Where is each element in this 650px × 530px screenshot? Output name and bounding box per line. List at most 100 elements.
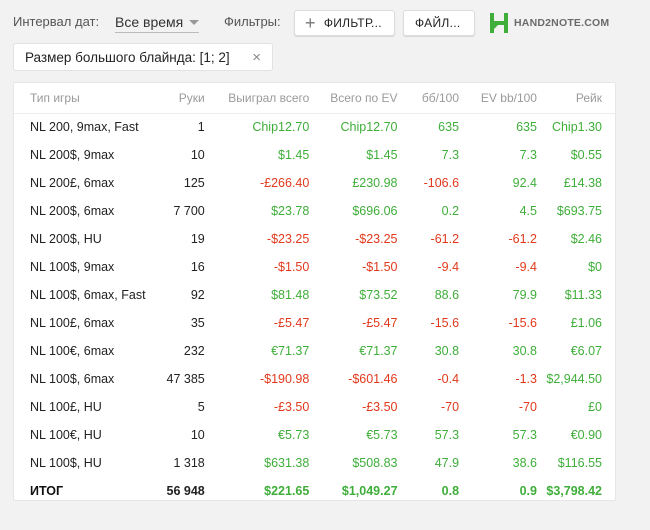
column-header-ev-bb100[interactable]: EV bb/100: [459, 83, 537, 114]
cell-game-type: NL 200$, HU: [30, 232, 102, 246]
cell-ev-total: €5.73: [366, 428, 398, 442]
cell-rake: £0: [588, 400, 602, 414]
cell-bb100: -9.4: [437, 260, 460, 274]
cell-game-type: NL 200$, 9max: [30, 148, 115, 162]
table-row[interactable]: NL 200$, HU 19 -$23.25 -$23.25 -61.2 -61.2 $2.…: [14, 225, 617, 253]
add-filter-label: ФИЛЬТР...: [323, 16, 382, 30]
table-row[interactable]: NL 200$, 6max 7 700 $23.78 $696.06 0.2 4.5 $69…: [14, 197, 617, 225]
stats-table-panel: Тип игры Руки Выиграл всего Всего по EV …: [13, 82, 617, 501]
active-filter-label: Размер большого блайнда: [1; 2]: [25, 49, 230, 65]
cell-won-total: -£5.47: [273, 316, 310, 330]
cell-ev-bb100: 4.5: [519, 204, 537, 218]
cell-game-type: NL 100£, 6max: [30, 316, 115, 330]
cell-hands: 19: [190, 232, 205, 246]
cell-bb100: 57.3: [434, 428, 460, 442]
table-row[interactable]: NL 100$, 6max 47 385 -$190.98 -$601.46 -0.4 -…: [14, 365, 617, 393]
cell-ev-bb100: 0.9: [519, 484, 537, 498]
cell-won-total: -$190.98: [259, 372, 310, 386]
date-interval-dropdown[interactable]: Все время: [115, 11, 200, 33]
column-header-bb100[interactable]: бб/100: [397, 83, 460, 114]
cell-game-type: NL 100$, 6max: [30, 372, 115, 386]
cell-hands: 47 385: [166, 372, 205, 386]
table-header-row: Тип игры Руки Выиграл всего Всего по EV …: [14, 83, 617, 114]
table-row[interactable]: NL 200, 9max, Fast 1 Chip12.70 Chip12.70 635…: [14, 113, 617, 141]
cell-hands: 5: [197, 400, 205, 414]
cell-won-total: $23.78: [271, 204, 310, 218]
table-row[interactable]: NL 100£, HU 5 -£3.50 -£3.50 -70 -70 £0: [14, 393, 617, 421]
cell-rake: £1.06: [570, 316, 602, 330]
cell-won-total: $1.45: [278, 148, 310, 162]
cell-game-type: ИТОГ: [30, 484, 64, 498]
cell-bb100: 30.8: [434, 344, 460, 358]
cell-ev-total: $73.52: [359, 288, 398, 302]
cell-ev-total: -$23.25: [355, 232, 398, 246]
cell-ev-total: $1,049.27: [341, 484, 398, 498]
cell-rake: $0.55: [570, 148, 602, 162]
table-row[interactable]: NL 100$, HU 1 318 $631.38 $508.83 47.9 38.6 $1…: [14, 449, 617, 477]
date-interval-value: Все время: [115, 13, 184, 30]
table-row[interactable]: NL 100€, HU 10 €5.73 €5.73 57.3 57.3 €0.90: [14, 421, 617, 449]
cell-ev-bb100: -1.3: [515, 372, 537, 386]
cell-ev-bb100: 30.8: [512, 344, 537, 358]
cell-ev-bb100: -15.6: [508, 316, 537, 330]
active-filter-chip[interactable]: Размер большого блайнда: [1; 2] ×: [13, 43, 273, 71]
cell-game-type: NL 100$, 6max, Fast: [30, 288, 146, 302]
cell-bb100: -15.6: [430, 316, 460, 330]
cell-bb100: 47.9: [434, 456, 460, 470]
column-header-rake[interactable]: Рейк: [536, 83, 617, 114]
column-header-game-type[interactable]: Тип игры: [14, 83, 154, 114]
table-total-row[interactable]: ИТОГ 56 948 $221.65 $1,049.27 0.8 0.9 $3,798.4…: [14, 477, 617, 505]
cell-game-type: NL 200£, 6max: [30, 176, 115, 190]
cell-ev-total: -£3.50: [362, 400, 398, 414]
cell-rake: €0.90: [570, 428, 602, 442]
cell-hands: 92: [190, 288, 205, 302]
cell-bb100: 635: [438, 120, 460, 135]
stats-table: Тип игры Руки Выиграл всего Всего по EV …: [14, 83, 617, 505]
cell-game-type: NL 200$, 6max: [30, 204, 115, 218]
cell-ev-bb100: -70: [518, 400, 537, 414]
cell-rake: $0: [588, 260, 602, 274]
file-button[interactable]: ФАЙЛ...: [403, 10, 475, 36]
cell-ev-bb100: -9.4: [515, 260, 537, 274]
cell-game-type: NL 100€, HU: [30, 428, 102, 442]
cell-game-type: NL 100$, HU: [30, 456, 102, 470]
column-header-won-total[interactable]: Выиграл всего: [204, 83, 310, 114]
cell-bb100: 0.2: [441, 204, 460, 218]
table-row[interactable]: NL 100$, 9max 16 -$1.50 -$1.50 -9.4 -9.4 $0: [14, 253, 617, 281]
table-row[interactable]: NL 100£, 6max 35 -£5.47 -£5.47 -15.6 -15.6 £1.…: [14, 309, 617, 337]
cell-rake: $116.55: [557, 456, 602, 470]
cell-won-total: -£3.50: [273, 400, 310, 414]
cell-hands: 232: [183, 344, 205, 358]
table-row[interactable]: NL 200$, 9max 10 $1.45 $1.45 7.3 7.3 $0.55: [14, 141, 617, 169]
cell-game-type: NL 100$, 9max: [30, 260, 115, 274]
cell-rake: $2.46: [570, 232, 602, 246]
table-row[interactable]: NL 100$, 6max, Fast 92 $81.48 $73.52 88.6 79.…: [14, 281, 617, 309]
cell-won-total: -$1.50: [273, 260, 310, 274]
cell-ev-bb100: 92.4: [512, 176, 537, 190]
toolbar: Интервал дат: Все время Фильтры: + ФИЛЬТ…: [0, 0, 650, 42]
column-header-ev-total[interactable]: Всего по EV: [309, 83, 398, 114]
cell-game-type: NL 100£, HU: [30, 400, 102, 414]
cell-ev-total: $696.06: [352, 204, 398, 218]
cell-ev-total: -£5.47: [362, 316, 398, 330]
cell-hands: 35: [190, 316, 205, 330]
cell-rake: £14.38: [563, 176, 602, 190]
close-icon[interactable]: ×: [252, 49, 261, 66]
cell-ev-bb100: -61.2: [508, 232, 537, 246]
cell-hands: 10: [190, 428, 205, 442]
cell-bb100: -61.2: [430, 232, 460, 246]
cell-won-total: $221.65: [264, 484, 310, 498]
column-header-hands[interactable]: Руки: [153, 83, 205, 114]
cell-bb100: 0.8: [441, 484, 460, 498]
cell-won-total: $631.38: [264, 456, 310, 470]
cell-won-total: Chip12.70: [252, 120, 310, 135]
hand2note-logo-icon: [490, 13, 508, 33]
table-row[interactable]: NL 200£, 6max 125 -£266.40 £230.98 -106.6 92.…: [14, 169, 617, 197]
table-row[interactable]: NL 100€, 6max 232 €71.37 €71.37 30.8 30.8 €6.0…: [14, 337, 617, 365]
cell-hands: 1: [197, 120, 205, 135]
add-filter-button[interactable]: + ФИЛЬТР...: [294, 10, 395, 36]
cell-ev-bb100: 79.9: [512, 288, 537, 302]
cell-rake: $693.75: [556, 204, 602, 218]
cell-bb100: 7.3: [441, 148, 460, 162]
plus-icon: +: [305, 13, 316, 33]
